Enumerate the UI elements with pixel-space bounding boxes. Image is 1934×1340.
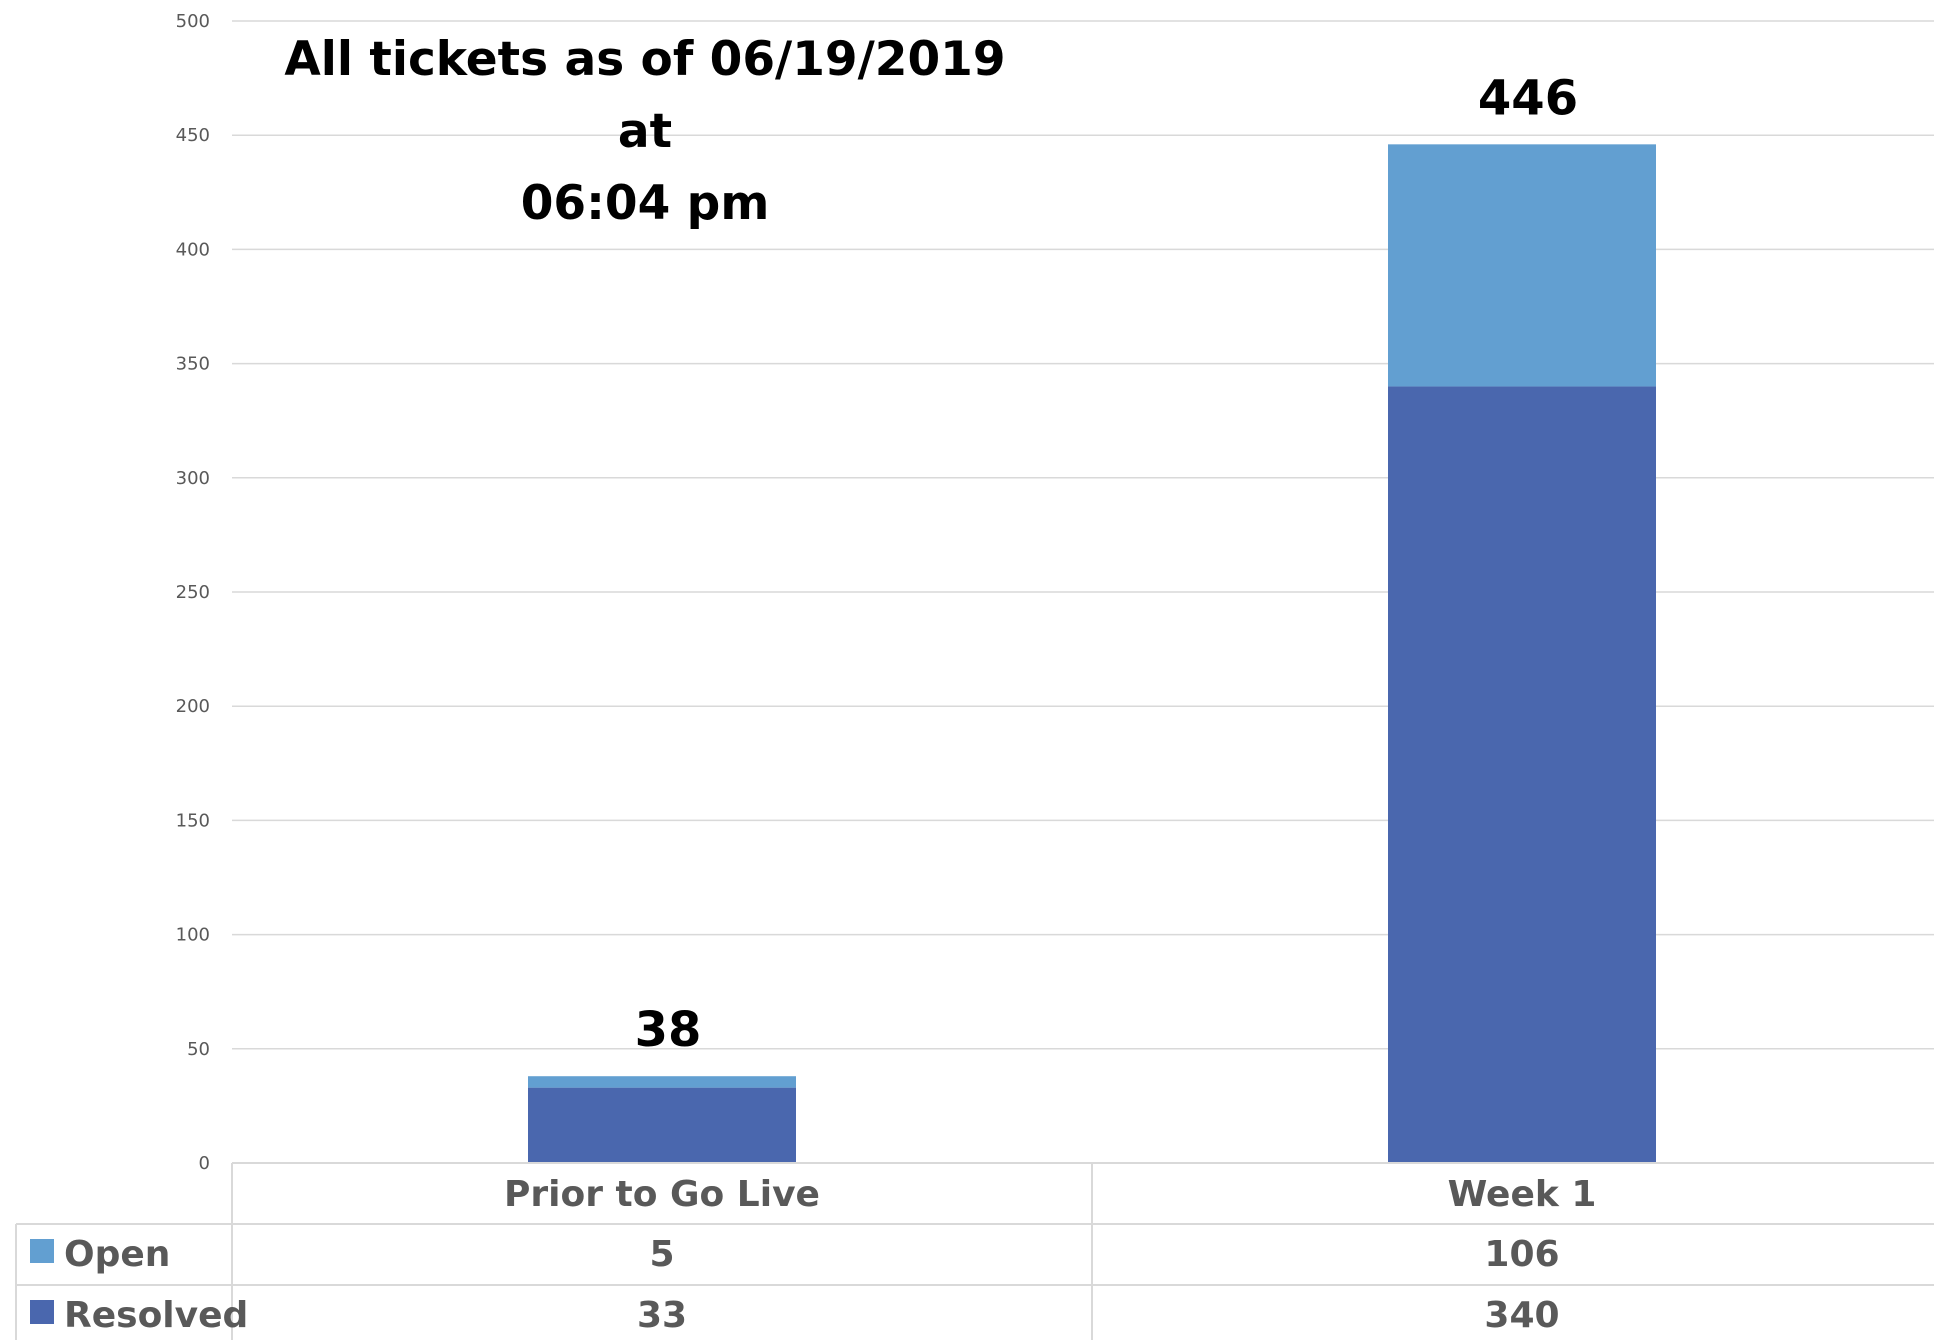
y-tick-label-150: 150 — [176, 810, 210, 831]
y-tick-label-500: 500 — [176, 11, 210, 32]
legend-swatch-open — [30, 1239, 54, 1263]
legend-label-resolved: Resolved — [64, 1295, 248, 1336]
chart-title-line-2: 06:04 pm — [520, 176, 770, 231]
total-label-1: 38 — [635, 1002, 702, 1058]
category-label-1: Prior to Go Live — [504, 1174, 820, 1215]
chart-title-line-1: All tickets as of 06/19/2019 at — [284, 32, 1006, 159]
y-tick-label-50: 50 — [187, 1039, 210, 1060]
y-tick-label-100: 100 — [176, 925, 210, 946]
total-label-2: 446 — [1478, 70, 1578, 126]
table-cell-open-1: 5 — [649, 1234, 674, 1275]
bar-resolved-2 — [1388, 386, 1656, 1163]
table-cell-open-2: 106 — [1484, 1234, 1559, 1275]
bar-resolved-1 — [528, 1087, 796, 1163]
table-cell-resolved-2: 340 — [1484, 1295, 1559, 1336]
category-label-2: Week 1 — [1448, 1174, 1597, 1215]
chart-title: All tickets as of 06/19/2019 at 06:04 pm — [260, 24, 1030, 240]
y-tick-label-450: 450 — [176, 125, 210, 146]
bar-open-2 — [1388, 144, 1656, 387]
y-tick-label-300: 300 — [176, 468, 210, 489]
y-tick-label-400: 400 — [176, 239, 210, 260]
y-tick-label-250: 250 — [176, 582, 210, 603]
bar-open-1 — [528, 1076, 796, 1088]
y-tick-label-0: 0 — [199, 1153, 210, 1174]
y-tick-label-200: 200 — [176, 696, 210, 717]
legend-label-open: Open — [64, 1234, 170, 1275]
table-cell-resolved-1: 33 — [637, 1295, 687, 1336]
y-tick-label-350: 350 — [176, 354, 210, 375]
legend-swatch-resolved — [30, 1300, 54, 1324]
